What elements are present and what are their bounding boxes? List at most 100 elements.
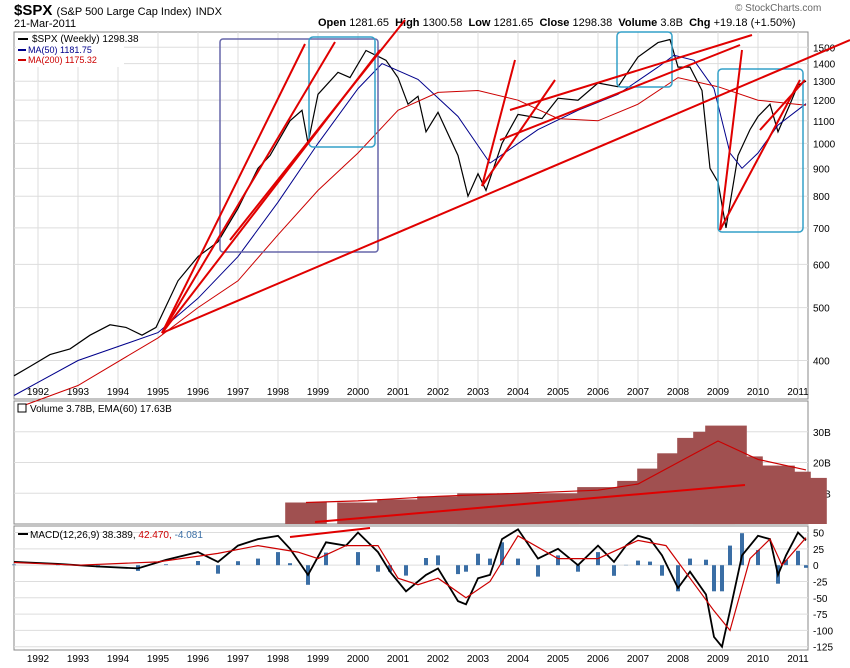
- macd-hist-bar: [612, 565, 616, 576]
- trendline-1998-up: [229, 19, 406, 241]
- trendline-channel-upper: [509, 34, 753, 111]
- price-x-tick: 1996: [187, 387, 210, 398]
- macd-hist-bar: [688, 558, 692, 566]
- macd-hist-bar: [436, 555, 440, 566]
- macd-x-tick: 1994: [107, 654, 130, 665]
- price-x-tick: 1994: [107, 387, 130, 398]
- macd-x-tick: 2008: [667, 654, 690, 665]
- ma200-series-line: [21, 77, 807, 407]
- macd-x-tick: 2006: [587, 654, 610, 665]
- price-legend-bg: [16, 33, 124, 67]
- price-x-tick: 2005: [547, 387, 570, 398]
- chart-date: 21-Mar-2011: [14, 18, 77, 30]
- volume-bar: [497, 493, 539, 525]
- macd-hist-bar: [536, 565, 540, 577]
- macd-hist-bar: [196, 561, 200, 566]
- price-x-tick: 2010: [747, 387, 770, 398]
- macd-x-tick: 2005: [547, 654, 570, 665]
- macd-hist-bar: [576, 565, 580, 572]
- price-x-tick: 1999: [307, 387, 330, 398]
- ticker-symbol: $SPX (S&P 500 Large Cap Index) INDX: [14, 2, 222, 19]
- volume-y-tick: 20B: [813, 459, 831, 470]
- macd-hist-bar: [556, 555, 560, 566]
- macd-hist-bar: [720, 565, 724, 592]
- macd-hist-bar: [424, 558, 428, 566]
- macd-y-tick: -50: [813, 594, 828, 605]
- macd-hist-bar: [516, 558, 520, 566]
- trendline-1995-steep: [161, 43, 306, 334]
- macd-x-tick: 2002: [427, 654, 450, 665]
- price-panel-frame: [13, 31, 809, 400]
- macd-x-tick: 1999: [307, 654, 330, 665]
- price-y-tick: 900: [813, 164, 830, 175]
- macd-hist-bar: [464, 565, 468, 572]
- price-x-tick: 2004: [507, 387, 530, 398]
- price-x-tick: 2006: [587, 387, 610, 398]
- price-y-tick: 1500: [813, 43, 836, 54]
- macd-hist-bar: [476, 553, 480, 566]
- macd-x-tick: 1997: [227, 654, 250, 665]
- volume-bar: [785, 477, 827, 524]
- trendline-2010-rise: [759, 79, 806, 131]
- macd-x-tick: 2007: [627, 654, 650, 665]
- macd-y-tick: 0: [813, 561, 819, 572]
- macd-hist-bar: [324, 552, 328, 566]
- annotation-box-1999-2000: [308, 36, 376, 148]
- price-y-tick: 400: [813, 356, 830, 367]
- macd-hist-bar: [236, 561, 240, 566]
- macd-legend-value: 38.389,: [102, 530, 135, 541]
- price-x-tick: 2003: [467, 387, 490, 398]
- macd-hist-bar: [648, 561, 652, 566]
- macd-legend: MACD(12,26,9) 38.389, 42.470, -4.081: [18, 530, 203, 541]
- macd-hist-bar: [796, 550, 800, 566]
- volume-bar: [285, 502, 327, 524]
- price-legend-text: $SPX (Weekly) 1298.38: [32, 34, 139, 45]
- price-x-tick: 2009: [707, 387, 730, 398]
- macd-legend-signal: 42.470,: [138, 530, 171, 541]
- high-value: 1300.58: [422, 17, 463, 29]
- macd-line: [13, 528, 807, 649]
- volume-panel: 10B20B30B: [14, 425, 831, 525]
- macd-hist-bar: [660, 565, 664, 576]
- low-label: Low: [468, 17, 491, 29]
- macd-x-tick: 2009: [707, 654, 730, 665]
- macd-hist-bar: [756, 550, 760, 566]
- macd-hist-bar: [388, 565, 392, 572]
- annotation-box-2009-2011: [717, 68, 804, 233]
- price-series-line: [13, 38, 807, 377]
- macd-hist-bar: [740, 533, 744, 566]
- price-y-tick: 600: [813, 260, 830, 271]
- macd-y-tick: 25: [813, 545, 825, 556]
- trendline-2009-low: [719, 79, 801, 231]
- price-y-tick: 500: [813, 304, 830, 315]
- volume-trendline: [314, 484, 746, 523]
- macd-hist-bar: [404, 565, 408, 576]
- macd-hist-bar: [728, 545, 732, 566]
- macd-trendline: [289, 527, 371, 538]
- close-label: Close: [539, 17, 570, 29]
- macd-signal-line: [13, 534, 807, 632]
- price-x-tick: 1992: [27, 387, 50, 398]
- trendline-2009-steep: [719, 49, 743, 231]
- macd-y-tick: -100: [813, 626, 833, 637]
- volume-value: 3.8B: [660, 17, 683, 29]
- macd-hist-bar: [164, 564, 168, 566]
- volume-legend-text: Volume 3.78B, EMA(60) 17.63B: [30, 404, 172, 415]
- volume-bar: [337, 502, 379, 524]
- price-y-tick: 1400: [813, 60, 836, 71]
- volume-y-tick: 30B: [813, 428, 831, 439]
- macd-hist-bar: [488, 558, 492, 566]
- volume-label: Volume: [618, 17, 658, 29]
- chg-value: +19.18 (+1.50%): [713, 17, 796, 29]
- volume-bar: [537, 493, 579, 525]
- macd-x-tick: 2010: [747, 654, 770, 665]
- trendline-1995-mid: [161, 41, 336, 334]
- macd-hist-bar: [456, 565, 460, 575]
- symbol-exchange: INDX: [195, 6, 222, 18]
- price-y-tick: 800: [813, 192, 830, 203]
- price-x-tick: 1998: [267, 387, 290, 398]
- volume-legend: Volume 3.78B, EMA(60) 17.63B: [17, 403, 172, 415]
- trendline-annotations: [161, 19, 850, 538]
- annotation-box-1995-1999: [219, 38, 379, 253]
- price-legend: $SPX (Weekly) 1298.38 MA(50) 1181.75 MA(…: [16, 33, 139, 67]
